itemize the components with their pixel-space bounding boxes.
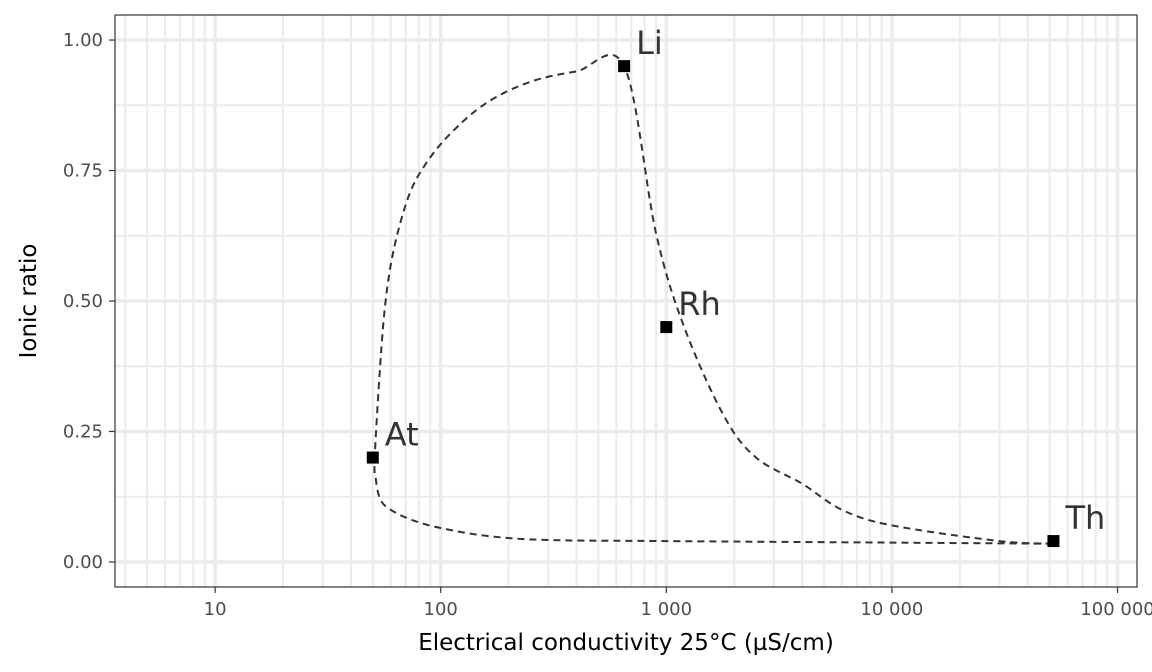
x-axis-ticks: 10 100 1 000 10 000 100 000 — [204, 587, 1152, 620]
point-label-li: Li — [636, 24, 663, 62]
y-tick-label: 0.50 — [63, 291, 103, 312]
point-label-rh: Rh — [678, 285, 721, 323]
envelope-curve — [373, 53, 1054, 545]
x-tick-label: 10 — [204, 599, 227, 620]
y-tick-label: 0.00 — [63, 552, 103, 573]
point-label-at: At — [385, 416, 419, 454]
x-tick-label: 100 000 — [1080, 599, 1152, 620]
point-labels: Li Rh At Th — [385, 24, 1105, 537]
x-axis-title: Electrical conductivity 25°C (µS/cm) — [418, 630, 834, 656]
data-point-li — [618, 60, 631, 73]
grid-major — [115, 15, 1137, 587]
y-tick-label: 0.25 — [63, 421, 103, 442]
x-tick-label: 10 000 — [860, 599, 923, 620]
y-tick-label: 0.75 — [63, 161, 103, 182]
x-tick-label: 1 000 — [641, 599, 693, 620]
y-axis-ticks: 0.00 0.25 0.50 0.75 1.00 — [63, 30, 115, 573]
y-tick-label: 1.00 — [63, 30, 103, 51]
data-point-th — [1047, 535, 1060, 548]
x-tick-label: 100 — [424, 599, 458, 620]
data-point-at — [366, 451, 379, 464]
point-label-th: Th — [1064, 499, 1105, 537]
y-axis-title: Ionic ratio — [16, 244, 42, 359]
data-point-rh — [660, 321, 673, 334]
data-points — [366, 60, 1060, 548]
